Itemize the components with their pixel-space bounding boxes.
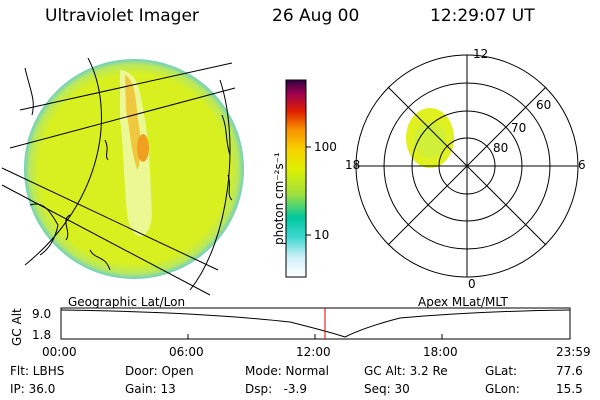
mode-info: Mode: Normal — [245, 364, 329, 378]
time-tick-1200: 12:00 — [296, 345, 331, 359]
seq-info: Seq: 30 — [364, 382, 410, 396]
glat-value: 77.6 — [556, 364, 583, 378]
mlt-label-12: 12 — [473, 47, 489, 61]
time-tick-0000: 00:00 — [42, 345, 77, 359]
colorbar-label-10: 10 — [314, 228, 330, 242]
aurora-hotspot — [137, 134, 149, 162]
door-info: Door: Open — [125, 364, 194, 378]
time-tick-2359: 23:59 — [556, 345, 591, 359]
geographic-projection-label: Geographic Lat/Lon — [68, 295, 186, 309]
altitude-tick-high: 9.0 — [32, 307, 52, 321]
lat-label-80: 80 — [493, 141, 509, 155]
date-label: 26 Aug 00 — [272, 6, 360, 26]
glon-label: GLon: — [485, 382, 520, 396]
colorbar-label-100: 100 — [314, 140, 337, 154]
mlt-label-0: 0 — [468, 277, 476, 291]
glon-value: 15.5 — [556, 382, 583, 396]
gain-info: Gain: 13 — [125, 382, 176, 396]
gc-alt-info: GC Alt: 3.2 Re — [364, 364, 448, 378]
mlt-label-6: 6 — [578, 158, 586, 172]
filter-info: Flt: LBHS — [10, 364, 65, 378]
dsp-info: Dsp: -3.9 — [245, 382, 308, 396]
altitude-axis-label: GC Alt — [10, 308, 24, 346]
lat-label-60: 60 — [536, 98, 552, 112]
altitude-curve — [60, 309, 571, 338]
apex-projection-label: Apex MLat/MLT — [418, 295, 508, 309]
polar-aurora-inner — [414, 122, 446, 158]
mlt-label-18: 18 — [345, 158, 361, 172]
polar-line-diag-2 — [387, 86, 547, 246]
colorbar-gradient — [285, 79, 307, 278]
glat-label: GLat: — [485, 364, 518, 378]
instrument-title: Ultraviolet Imager — [45, 6, 199, 26]
aurora-core — [125, 75, 141, 170]
lat-label-70: 70 — [511, 121, 527, 135]
ip-info: IP: 36.0 — [10, 382, 56, 396]
altitude-tick-low: 1.8 — [32, 328, 52, 342]
map-grid-lines — [1, 57, 236, 296]
time-tick-1800: 18:00 — [423, 345, 458, 359]
time-tick-0600: 06:00 — [169, 345, 204, 359]
time-label: 12:29:07 UT — [430, 6, 535, 26]
